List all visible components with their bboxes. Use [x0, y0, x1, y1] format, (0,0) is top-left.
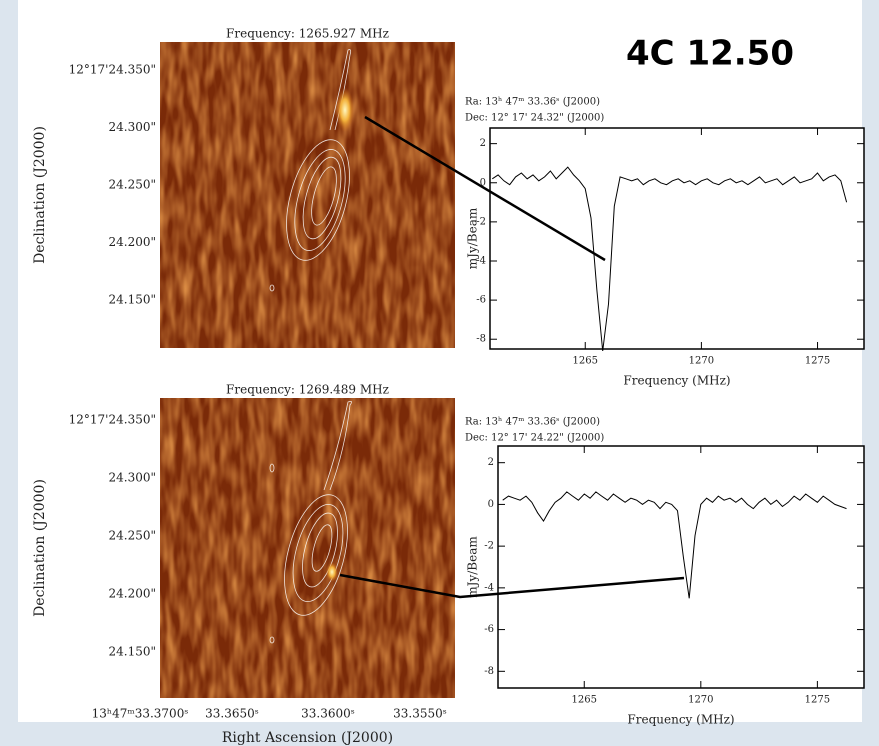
annotation: Ra: 13ʰ 47ᵐ 33.36ˢ (J2000) [465, 417, 600, 428]
x-axis-label: Right Ascension (J2000) [222, 730, 393, 746]
y-tick-label: -6 [484, 624, 494, 635]
x-axis-label: Frequency (MHz) [623, 374, 730, 388]
y-tick-label: 12°17'24.350" [69, 413, 156, 427]
spectrum-line [492, 166, 848, 352]
connectors [339, 115, 685, 599]
y-tick-label: 24.150" [108, 645, 156, 659]
y-tick-label: -4 [476, 255, 486, 266]
image-title: Frequency: 1265.927 MHz [226, 27, 389, 41]
y-axis-label: Declination (J2000) [32, 479, 48, 617]
plot-frame [497, 445, 865, 689]
image-top [160, 42, 455, 348]
y-tick-label: 24.300" [108, 120, 156, 134]
image-bottom [160, 398, 455, 698]
x-tick-label: 33.3650ˢ [205, 707, 259, 721]
y-tick-label: -8 [484, 666, 494, 677]
spectrum-line [502, 491, 847, 599]
x-tick-label: 1270 [689, 356, 714, 367]
annotation: Ra: 13ʰ 47ᵐ 33.36ˢ (J2000) [465, 97, 600, 108]
plot-frame [489, 127, 865, 350]
y-tick-label: 24.200" [108, 587, 156, 601]
x-tick-label: 1270 [688, 695, 713, 706]
y-tick-label: 2 [488, 457, 494, 468]
y-tick-label: 12°17'24.350" [69, 63, 156, 77]
x-tick-label: 1265 [572, 695, 597, 706]
y-tick-label: -2 [476, 216, 486, 227]
y-tick-label: 24.300" [108, 471, 156, 485]
page-title: 4C 12.50 [626, 34, 794, 74]
x-tick-label: 1275 [805, 695, 830, 706]
y-tick-label: 24.250" [108, 178, 156, 192]
y-axis-label: Declination (J2000) [32, 126, 48, 264]
image-title: Frequency: 1269.489 MHz [226, 383, 389, 397]
x-tick-label: 33.3600ˢ [301, 707, 355, 721]
x-tick-label: 33.3550ˢ [393, 707, 447, 721]
x-axis-label: Frequency (MHz) [627, 713, 734, 727]
y-tick-label: 2 [480, 138, 486, 149]
annotation: Dec: 12° 17' 24.32" (J2000) [465, 113, 604, 124]
y-tick-label: 24.250" [108, 529, 156, 543]
x-tick-label: 1265 [573, 356, 598, 367]
annotation: Dec: 12° 17' 24.22" (J2000) [465, 433, 604, 444]
y-tick-label: 0 [488, 499, 494, 510]
x-tick-label: 1275 [805, 356, 830, 367]
y-tick-label: -6 [476, 295, 486, 306]
y-tick-label: -4 [484, 582, 494, 593]
x-tick-label: 13ʰ47ᵐ33.3700ˢ [92, 707, 189, 721]
y-tick-label: 24.150" [108, 293, 156, 307]
y-tick-label: -2 [484, 541, 494, 552]
y-tick-label: -8 [476, 334, 486, 345]
y-axis-label: mJy/Beam [466, 207, 480, 269]
y-tick-label: 24.200" [108, 235, 156, 249]
y-tick-label: 0 [480, 177, 486, 188]
y-axis-label: mJy/Beam [466, 536, 480, 598]
